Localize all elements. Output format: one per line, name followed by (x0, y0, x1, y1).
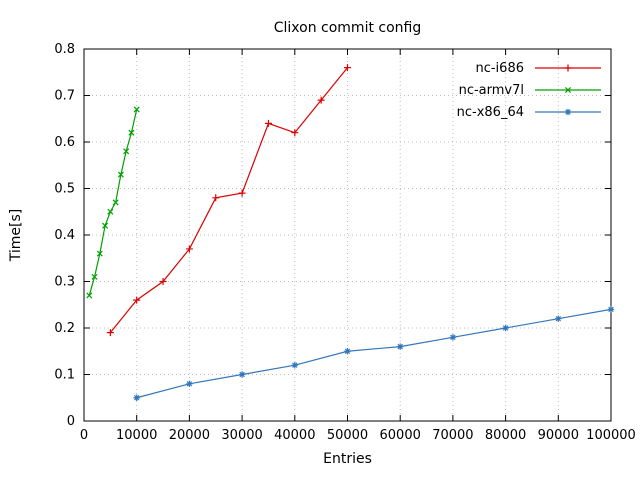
x-tick-label: 30000 (221, 428, 262, 443)
y-tick-label: 0.7 (54, 89, 75, 104)
y-tick-label: 0.4 (54, 228, 75, 243)
series-line (109, 67, 348, 334)
legend-entry-nc-i686: nc-i686 (475, 61, 601, 76)
legend-label: nc-x86_64 (457, 105, 524, 120)
x-tick-label: 50000 (327, 428, 368, 443)
series-nc-armv7l (86, 106, 140, 299)
x-tick-label: 80000 (485, 428, 526, 443)
y-tick-label: 0.5 (54, 182, 75, 197)
axis-ticks (83, 48, 612, 422)
x-tick-label: 100000 (586, 428, 636, 443)
y-axis-label: Time[s] (8, 208, 24, 262)
chart-title: Clixon commit config (273, 20, 422, 36)
tick-labels: 0 10000 20000 30000 40000 50000 60000 70000 8000… (54, 42, 636, 443)
legend-sample (535, 64, 601, 72)
legend-sample (535, 86, 601, 94)
series-nc-i686 (106, 64, 351, 337)
legend: nc-i686 nc-armv7l nc-x86_64 (457, 61, 601, 120)
y-tick-label: 0 (67, 414, 75, 429)
legend-entry-nc-x86_64: nc-x86_64 (457, 105, 601, 120)
series-nc-x86_64 (133, 306, 615, 401)
x-tick-label: 40000 (274, 428, 315, 443)
y-tick-label: 0.6 (54, 135, 75, 150)
x-tick-label: 60000 (380, 428, 421, 443)
x-tick-label: 70000 (432, 428, 473, 443)
legend-label: nc-i686 (475, 61, 524, 76)
legend-entry-nc-armv7l: nc-armv7l (459, 83, 601, 98)
y-tick-label: 0.1 (54, 368, 75, 383)
x-tick-label: 10000 (116, 428, 157, 443)
y-tick-label: 0.2 (54, 321, 75, 336)
legend-sample (535, 108, 601, 116)
x-axis-label: Entries (323, 451, 372, 467)
series-line (88, 109, 138, 296)
y-tick-label: 0.3 (54, 275, 75, 290)
y-tick-label: 0.8 (54, 42, 75, 57)
legend-label: nc-armv7l (459, 83, 524, 98)
series-line (136, 308, 612, 399)
x-tick-label: 0 (80, 428, 88, 443)
x-tick-label: 20000 (169, 428, 210, 443)
x-tick-label: 90000 (538, 428, 579, 443)
grid-lines (83, 48, 612, 422)
